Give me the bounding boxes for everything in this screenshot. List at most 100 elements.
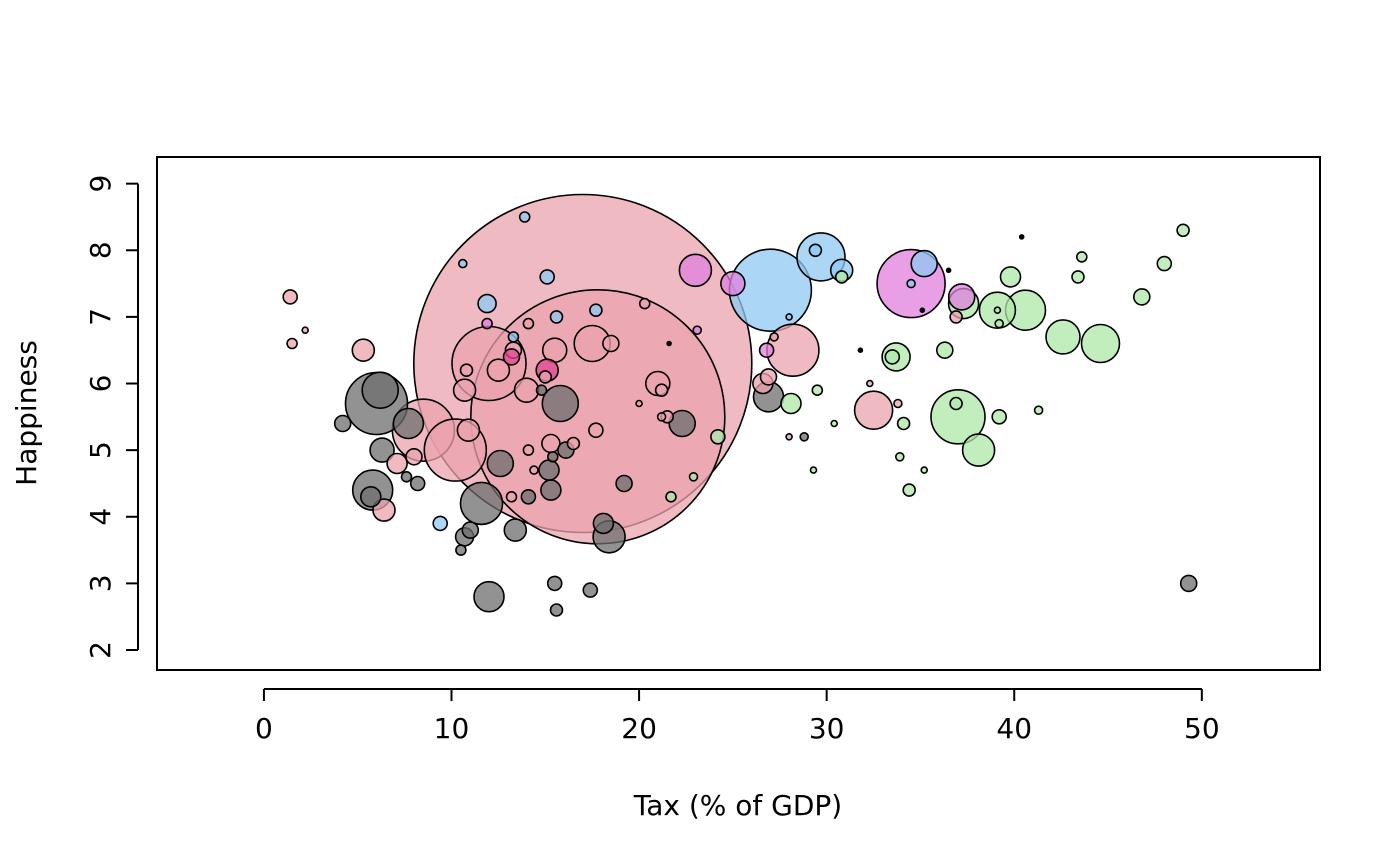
bubble-green — [665, 490, 677, 503]
y-tick-label: 6 — [84, 375, 117, 393]
bubble-green — [1176, 223, 1190, 238]
bubble-gray — [592, 512, 615, 535]
bubble-green — [920, 466, 929, 474]
bubble-green — [896, 416, 911, 431]
bubble-gray — [461, 521, 480, 539]
bubble-pink — [405, 447, 423, 466]
bubble-blue — [589, 303, 603, 318]
bubble-blue — [539, 269, 556, 285]
bubble-green — [1071, 270, 1085, 284]
bubble-green — [1045, 319, 1081, 355]
bubble-pink — [656, 411, 667, 422]
bubble-pink — [759, 368, 778, 386]
bubble-pink — [522, 317, 535, 330]
bubble-magenta — [678, 253, 713, 288]
bubble-gray — [615, 474, 633, 493]
bubble-green — [894, 451, 905, 462]
bubble-green — [1033, 405, 1044, 416]
bubble-blue — [432, 515, 449, 532]
bubble-pink — [785, 432, 793, 441]
y-axis-label: Happiness — [10, 340, 43, 486]
bubble-gray — [369, 437, 395, 463]
bubble-gray — [459, 481, 504, 526]
bubble-pink — [351, 338, 376, 363]
y-tick-label: 5 — [84, 441, 117, 459]
bubble-gray — [535, 384, 548, 397]
bubble-blue — [549, 310, 564, 324]
bubble-pink — [513, 377, 540, 404]
bubble-black — [666, 340, 672, 347]
bubble-green — [999, 266, 1022, 288]
y-tick-label: 9 — [84, 175, 117, 193]
bubble-gray — [400, 470, 413, 483]
bubble-blue — [906, 278, 916, 289]
bubble-gray — [799, 431, 810, 442]
bubble-gray — [546, 450, 559, 463]
bubble-pink — [282, 289, 299, 305]
bubble-pink — [505, 490, 518, 503]
bubble-gray — [473, 580, 505, 613]
bubble-pink — [301, 326, 310, 335]
bubble-pink — [372, 498, 396, 522]
bubble-gray — [668, 409, 697, 438]
bubble-gray — [540, 479, 562, 501]
bubble-pink — [638, 297, 651, 310]
bubble-hotpink — [502, 348, 521, 366]
bubble-green — [994, 318, 1005, 329]
bubble-pink — [529, 465, 539, 475]
bubble-pink — [893, 398, 903, 409]
x-tick-label: 40 — [996, 712, 1032, 745]
x-tick-label: 0 — [255, 712, 273, 745]
bubble-pink — [538, 370, 553, 384]
bubble-pink — [522, 444, 535, 456]
bubble-gray — [541, 384, 580, 423]
x-tick-label: 20 — [621, 712, 657, 745]
bubble-blue — [910, 249, 939, 278]
bubble-green — [1133, 288, 1151, 306]
bubble-pink — [949, 310, 963, 324]
bubble-green — [1076, 251, 1088, 263]
bubble-green — [930, 388, 986, 445]
bubble-magenta — [947, 283, 976, 311]
bubble-gray — [549, 603, 564, 617]
bubble-pink — [286, 337, 298, 350]
bubble-pink — [853, 390, 894, 431]
y-tick-label: 7 — [84, 308, 117, 326]
bubble-blue — [518, 211, 531, 223]
bubble-gray — [392, 407, 425, 440]
bubble-gray — [1179, 574, 1198, 593]
y-tick-label: 4 — [84, 508, 117, 526]
bubble-gray — [538, 459, 560, 481]
bubble-pink — [769, 332, 779, 342]
bubble-layer — [282, 193, 1198, 617]
bubble-gray — [520, 488, 537, 505]
bubble-blue — [808, 243, 823, 258]
bubble-green — [710, 428, 726, 445]
bubble-black — [857, 347, 864, 354]
bubble-green — [811, 384, 824, 397]
bubble-pink — [602, 334, 620, 353]
bubble-pink — [635, 399, 643, 408]
bubble-pink — [456, 418, 481, 443]
y-tick-label: 2 — [84, 641, 117, 659]
bubble-blue — [457, 258, 468, 269]
x-tick-label: 50 — [1184, 712, 1220, 745]
bubble-magenta — [720, 270, 746, 297]
bubble-green — [935, 341, 954, 360]
bubble-magenta — [758, 342, 775, 359]
x-axis-label: Tax (% of GDP) — [633, 789, 842, 822]
bubble-gray — [409, 475, 426, 492]
bubble-gray — [582, 582, 599, 598]
bubble-pink — [766, 323, 820, 378]
bubble-pink — [386, 452, 408, 475]
bubble-pink — [654, 383, 669, 398]
bubble-black — [1018, 234, 1025, 240]
y-tick-label: 8 — [84, 241, 117, 259]
bubble-green — [902, 483, 917, 497]
bubble-green — [688, 471, 699, 482]
bubble-pink — [452, 378, 477, 403]
bubble-blue — [477, 293, 497, 314]
bubble-blue — [507, 331, 520, 343]
x-tick-label: 30 — [809, 712, 845, 745]
x-axis: 0 10 20 30 40 50 — [255, 688, 1220, 745]
